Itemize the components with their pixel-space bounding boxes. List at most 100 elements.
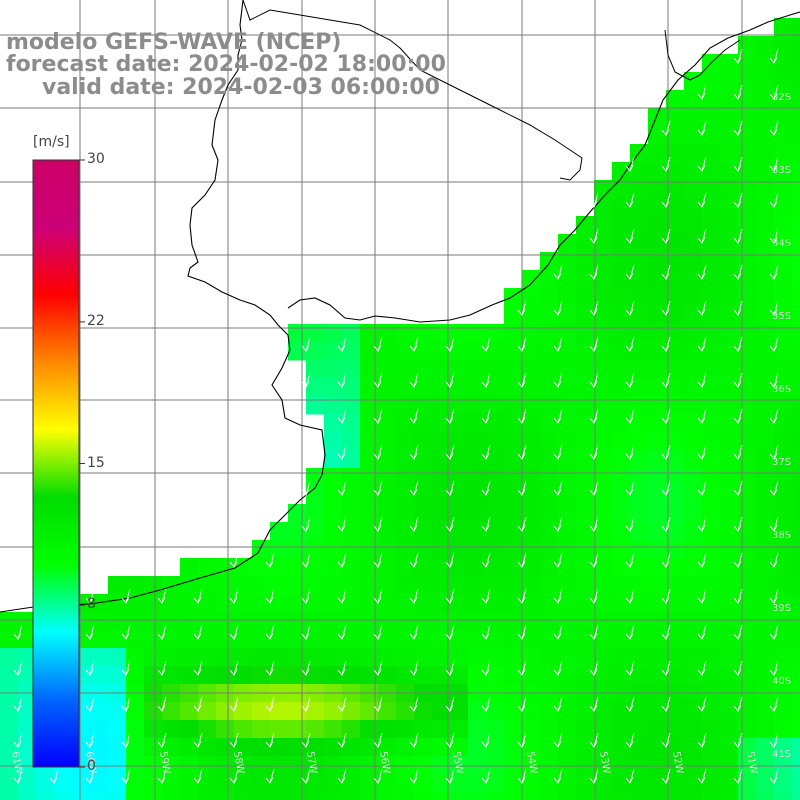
field-cell xyxy=(630,630,649,649)
field-cell xyxy=(342,792,361,800)
wind-arrow xyxy=(409,696,419,712)
wind-arrow xyxy=(481,768,491,784)
wind-arrow xyxy=(625,336,635,352)
wind-arrow xyxy=(697,480,707,496)
field-cell xyxy=(288,576,307,595)
field-cell xyxy=(666,432,685,451)
field-cell xyxy=(576,774,595,793)
field-cell xyxy=(576,702,595,721)
field-cell xyxy=(522,396,541,415)
lon-label: 57W xyxy=(304,751,319,775)
wind-arrow xyxy=(625,696,635,712)
field-cell xyxy=(468,738,487,757)
wind-arrow xyxy=(445,516,455,532)
field-cell xyxy=(414,720,433,739)
field-cell xyxy=(774,540,793,559)
wind-arrow xyxy=(157,624,167,640)
field-cell xyxy=(594,738,613,757)
wind-arrow xyxy=(409,768,419,784)
field-cell xyxy=(612,738,631,757)
field-cell xyxy=(684,252,703,271)
field-cell xyxy=(666,576,685,595)
field-cell xyxy=(702,576,721,595)
field-cell xyxy=(540,450,559,469)
field-cell xyxy=(666,702,685,721)
field-cell xyxy=(162,630,181,649)
field-cell xyxy=(360,486,379,505)
field-cell xyxy=(360,432,379,451)
field-cell xyxy=(198,576,217,595)
field-cell xyxy=(558,252,577,271)
wind-arrow xyxy=(625,372,635,388)
field-cell xyxy=(288,756,307,775)
field-cell xyxy=(144,594,163,613)
field-cell xyxy=(558,738,577,757)
field-cell xyxy=(144,576,163,595)
field-cell xyxy=(594,594,613,613)
field-cell xyxy=(324,792,343,800)
field-cell xyxy=(756,504,775,523)
field-cell xyxy=(378,540,397,559)
field-cell xyxy=(90,612,109,631)
wind-arrow xyxy=(769,480,779,496)
field-cell xyxy=(486,504,505,523)
field-cell xyxy=(378,648,397,667)
field-cell xyxy=(648,126,667,145)
wind-arrow xyxy=(121,588,131,604)
field-cell xyxy=(540,630,559,649)
field-cell xyxy=(432,504,451,523)
field-cell xyxy=(648,198,667,217)
field-cell xyxy=(594,576,613,595)
wind-arrow xyxy=(697,84,707,100)
wind-arrow xyxy=(769,696,779,712)
field-cell xyxy=(540,666,559,685)
field-cell xyxy=(126,576,145,595)
field-cell xyxy=(468,486,487,505)
field-cell xyxy=(774,756,793,775)
field-cell xyxy=(18,666,37,685)
field-cell xyxy=(486,540,505,559)
field-cell xyxy=(648,144,667,163)
wind-arrow xyxy=(769,624,779,640)
field-cell xyxy=(342,648,361,667)
field-cell xyxy=(774,720,793,739)
wind-arrow xyxy=(13,696,23,712)
field-cell xyxy=(738,198,757,217)
field-cell xyxy=(360,540,379,559)
field-cell xyxy=(378,450,397,469)
field-cell xyxy=(630,450,649,469)
field-cell xyxy=(522,378,541,397)
field-cell xyxy=(180,702,199,721)
field-cell xyxy=(756,630,775,649)
field-cell xyxy=(486,720,505,739)
field-cell xyxy=(216,576,235,595)
field-cell xyxy=(630,288,649,307)
wind-arrow xyxy=(445,732,455,748)
field-cell xyxy=(666,90,685,109)
field-cell xyxy=(684,522,703,541)
field-cell xyxy=(432,540,451,559)
field-cell xyxy=(378,342,397,361)
field-cell xyxy=(648,216,667,235)
field-cell xyxy=(576,558,595,577)
field-cell xyxy=(756,738,775,757)
field-cell xyxy=(756,396,775,415)
field-cell xyxy=(612,414,631,433)
field-cell xyxy=(774,306,793,325)
field-cell xyxy=(702,144,721,163)
field-cell xyxy=(198,648,217,667)
wind-arrow xyxy=(517,552,527,568)
field-cell xyxy=(612,468,631,487)
field-cell xyxy=(288,738,307,757)
field-cell xyxy=(792,18,800,37)
field-cell xyxy=(324,630,343,649)
field-cell xyxy=(774,162,793,181)
field-cell xyxy=(666,270,685,289)
field-cell xyxy=(774,396,793,415)
field-cell xyxy=(360,594,379,613)
field-cell xyxy=(540,504,559,523)
lon-label: 56W xyxy=(377,751,392,775)
field-cell xyxy=(774,702,793,721)
field-cell xyxy=(288,342,307,361)
field-cell xyxy=(720,126,739,145)
